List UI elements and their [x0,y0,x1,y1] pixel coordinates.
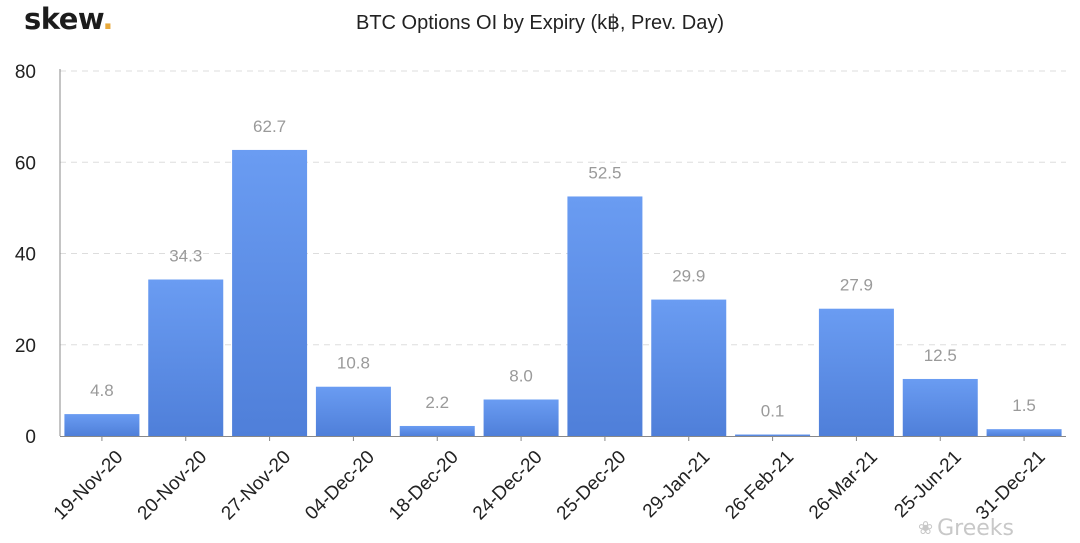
bar [818,308,894,436]
chart-title: BTC Options OI by Expiry (k฿, Prev. Day) [356,12,724,34]
value-label: 29.9 [672,267,705,286]
value-label: 27.9 [840,276,873,295]
x-tick-label: 24-Dec-20 [469,447,547,525]
watermark: ❀ Greeks [918,516,1014,541]
bar [567,196,643,436]
skew-logo: skew. [24,2,113,36]
bar [986,429,1062,436]
bar [735,434,811,436]
bar [483,399,559,436]
x-tick-label: 26-Feb-21 [721,447,798,524]
value-labels: 4.8 34.3 62.7 10.8 2.2 8.0 52.5 29.9 0.1 27.9 12.5… [90,117,1036,421]
bar [651,299,727,436]
y-tick-label: 0 [25,427,36,448]
y-tick-label: 20 [15,336,36,357]
x-tick-label: 19-Nov-20 [50,447,128,525]
y-tick-label: 80 [15,62,36,83]
x-tick-label: 20-Nov-20 [134,447,212,525]
value-label: 12.5 [924,346,957,365]
value-label: 1.5 [1012,396,1036,415]
x-tick-label: 27-Nov-20 [218,447,296,525]
x-tick-label: 31-Dec-21 [972,447,1050,525]
x-tick-label: 26-Mar-21 [805,447,882,524]
value-label: 10.8 [337,354,370,373]
gridlines [60,70,1066,346]
value-label: 34.3 [169,247,202,266]
value-label: 8.0 [509,367,533,386]
value-label: 0.1 [761,402,785,421]
bar [399,425,475,436]
value-label: 4.8 [90,381,114,400]
bar [148,279,224,436]
bar [902,378,978,436]
y-tick-label: 40 [15,245,36,266]
x-tick-label: 29-Jan-21 [639,447,714,522]
value-label: 62.7 [253,117,286,136]
value-label: 52.5 [588,163,621,182]
bar [232,149,308,436]
bar [64,414,140,436]
x-tick-label: 04-Dec-20 [301,447,379,525]
x-tick-label: 18-Dec-20 [385,447,463,525]
x-tick-label: 25-Dec-20 [553,447,631,525]
bar [315,386,391,436]
x-tick-label: 25-Jun-21 [890,447,965,522]
bars [64,149,1062,436]
wechat-icon: ❀ [918,518,934,539]
value-label: 2.2 [425,393,449,412]
y-tick-label: 60 [15,153,36,174]
